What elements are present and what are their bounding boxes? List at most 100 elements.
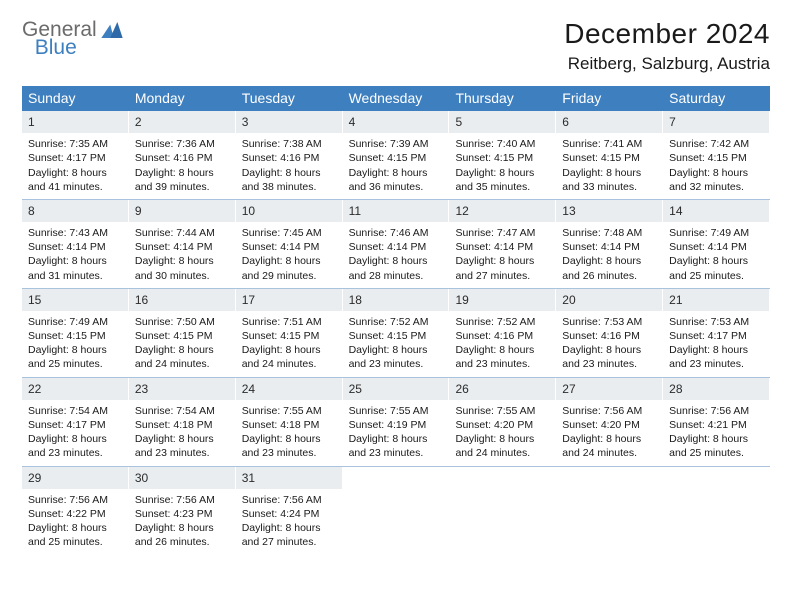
- day-number: 14: [663, 200, 769, 222]
- dow-header-cell: Monday: [129, 86, 236, 111]
- day-number: 13: [556, 200, 662, 222]
- sunset-line: Sunset: 4:16 PM: [135, 151, 229, 165]
- day-cell: 10Sunrise: 7:45 AMSunset: 4:14 PMDayligh…: [236, 200, 343, 288]
- day-body: Sunrise: 7:56 AMSunset: 4:21 PMDaylight:…: [663, 400, 769, 461]
- sunrise-line: Sunrise: 7:47 AM: [455, 226, 549, 240]
- sunset-line: Sunset: 4:15 PM: [349, 329, 443, 343]
- sunrise-line: Sunrise: 7:49 AM: [28, 315, 122, 329]
- dow-header-cell: Sunday: [22, 86, 129, 111]
- calendar-grid: SundayMondayTuesdayWednesdayThursdayFrid…: [22, 86, 770, 554]
- day-number: 7: [663, 111, 769, 133]
- dow-header-cell: Thursday: [449, 86, 556, 111]
- day-body: Sunrise: 7:54 AMSunset: 4:17 PMDaylight:…: [22, 400, 128, 461]
- daylight-line: Daylight: 8 hours and 23 minutes.: [349, 432, 443, 460]
- brand-text-2: Blue: [35, 36, 77, 60]
- day-number: 12: [449, 200, 555, 222]
- day-body: Sunrise: 7:38 AMSunset: 4:16 PMDaylight:…: [236, 133, 342, 194]
- sunrise-line: Sunrise: 7:52 AM: [349, 315, 443, 329]
- sunset-line: Sunset: 4:15 PM: [242, 329, 336, 343]
- sunset-line: Sunset: 4:15 PM: [349, 151, 443, 165]
- day-body: Sunrise: 7:55 AMSunset: 4:18 PMDaylight:…: [236, 400, 342, 461]
- sunset-line: Sunset: 4:15 PM: [135, 329, 229, 343]
- day-number: 31: [236, 467, 342, 489]
- day-cell: 17Sunrise: 7:51 AMSunset: 4:15 PMDayligh…: [236, 289, 343, 377]
- day-number: 19: [449, 289, 555, 311]
- sunset-line: Sunset: 4:19 PM: [349, 418, 443, 432]
- day-body: Sunrise: 7:40 AMSunset: 4:15 PMDaylight:…: [449, 133, 555, 194]
- day-number: 24: [236, 378, 342, 400]
- daylight-line: Daylight: 8 hours and 31 minutes.: [28, 254, 122, 282]
- day-number: 5: [449, 111, 555, 133]
- day-cell: 21Sunrise: 7:53 AMSunset: 4:17 PMDayligh…: [663, 289, 770, 377]
- day-number: 17: [236, 289, 342, 311]
- day-body: Sunrise: 7:46 AMSunset: 4:14 PMDaylight:…: [343, 222, 449, 283]
- sunset-line: Sunset: 4:21 PM: [669, 418, 763, 432]
- daylight-line: Daylight: 8 hours and 24 minutes.: [562, 432, 656, 460]
- sunrise-line: Sunrise: 7:39 AM: [349, 137, 443, 151]
- sunset-line: Sunset: 4:14 PM: [562, 240, 656, 254]
- day-body: Sunrise: 7:56 AMSunset: 4:23 PMDaylight:…: [129, 489, 235, 550]
- day-number: 20: [556, 289, 662, 311]
- day-cell: 6Sunrise: 7:41 AMSunset: 4:15 PMDaylight…: [556, 111, 663, 199]
- week-row: 29Sunrise: 7:56 AMSunset: 4:22 PMDayligh…: [22, 467, 770, 555]
- daylight-line: Daylight: 8 hours and 25 minutes.: [28, 521, 122, 549]
- sunrise-line: Sunrise: 7:41 AM: [562, 137, 656, 151]
- sunrise-line: Sunrise: 7:56 AM: [135, 493, 229, 507]
- sunset-line: Sunset: 4:15 PM: [455, 151, 549, 165]
- day-number: 6: [556, 111, 662, 133]
- day-body: Sunrise: 7:47 AMSunset: 4:14 PMDaylight:…: [449, 222, 555, 283]
- daylight-line: Daylight: 8 hours and 23 minutes.: [349, 343, 443, 371]
- day-body: Sunrise: 7:36 AMSunset: 4:16 PMDaylight:…: [129, 133, 235, 194]
- day-body: Sunrise: 7:54 AMSunset: 4:18 PMDaylight:…: [129, 400, 235, 461]
- day-cell: 2Sunrise: 7:36 AMSunset: 4:16 PMDaylight…: [129, 111, 236, 199]
- sunrise-line: Sunrise: 7:50 AM: [135, 315, 229, 329]
- daylight-line: Daylight: 8 hours and 26 minutes.: [135, 521, 229, 549]
- sunset-line: Sunset: 4:17 PM: [28, 151, 122, 165]
- daylight-line: Daylight: 8 hours and 39 minutes.: [135, 166, 229, 194]
- sunrise-line: Sunrise: 7:49 AM: [669, 226, 763, 240]
- sunset-line: Sunset: 4:22 PM: [28, 507, 122, 521]
- sunrise-line: Sunrise: 7:35 AM: [28, 137, 122, 151]
- sunset-line: Sunset: 4:14 PM: [349, 240, 443, 254]
- daylight-line: Daylight: 8 hours and 23 minutes.: [242, 432, 336, 460]
- day-number: 28: [663, 378, 769, 400]
- sunrise-line: Sunrise: 7:44 AM: [135, 226, 229, 240]
- daylight-line: Daylight: 8 hours and 26 minutes.: [562, 254, 656, 282]
- daylight-line: Daylight: 8 hours and 36 minutes.: [349, 166, 443, 194]
- sunrise-line: Sunrise: 7:56 AM: [242, 493, 336, 507]
- page-title: December 2024: [564, 18, 770, 50]
- day-number: 4: [343, 111, 449, 133]
- day-cell: 22Sunrise: 7:54 AMSunset: 4:17 PMDayligh…: [22, 378, 129, 466]
- sunset-line: Sunset: 4:17 PM: [669, 329, 763, 343]
- sunrise-line: Sunrise: 7:55 AM: [349, 404, 443, 418]
- dow-header-cell: Wednesday: [343, 86, 450, 111]
- day-number: 9: [129, 200, 235, 222]
- sunset-line: Sunset: 4:14 PM: [669, 240, 763, 254]
- day-number: 15: [22, 289, 128, 311]
- day-cell: 30Sunrise: 7:56 AMSunset: 4:23 PMDayligh…: [129, 467, 236, 555]
- day-body: Sunrise: 7:48 AMSunset: 4:14 PMDaylight:…: [556, 222, 662, 283]
- sunset-line: Sunset: 4:14 PM: [135, 240, 229, 254]
- day-body: Sunrise: 7:50 AMSunset: 4:15 PMDaylight:…: [129, 311, 235, 372]
- day-number: 26: [449, 378, 555, 400]
- sunrise-line: Sunrise: 7:52 AM: [455, 315, 549, 329]
- day-cell: 23Sunrise: 7:54 AMSunset: 4:18 PMDayligh…: [129, 378, 236, 466]
- day-cell: 16Sunrise: 7:50 AMSunset: 4:15 PMDayligh…: [129, 289, 236, 377]
- day-body: Sunrise: 7:56 AMSunset: 4:24 PMDaylight:…: [236, 489, 342, 550]
- day-number: 3: [236, 111, 342, 133]
- week-row: 22Sunrise: 7:54 AMSunset: 4:17 PMDayligh…: [22, 378, 770, 467]
- day-cell: 8Sunrise: 7:43 AMSunset: 4:14 PMDaylight…: [22, 200, 129, 288]
- daylight-line: Daylight: 8 hours and 30 minutes.: [135, 254, 229, 282]
- day-body: Sunrise: 7:42 AMSunset: 4:15 PMDaylight:…: [663, 133, 769, 194]
- sunset-line: Sunset: 4:16 PM: [455, 329, 549, 343]
- day-body: Sunrise: 7:55 AMSunset: 4:20 PMDaylight:…: [449, 400, 555, 461]
- day-cell: 28Sunrise: 7:56 AMSunset: 4:21 PMDayligh…: [663, 378, 770, 466]
- day-cell: 13Sunrise: 7:48 AMSunset: 4:14 PMDayligh…: [556, 200, 663, 288]
- sunrise-line: Sunrise: 7:56 AM: [28, 493, 122, 507]
- brand-logo: General Blue: [22, 18, 169, 42]
- day-number: 23: [129, 378, 235, 400]
- day-cell: 25Sunrise: 7:55 AMSunset: 4:19 PMDayligh…: [343, 378, 450, 466]
- day-body: Sunrise: 7:49 AMSunset: 4:15 PMDaylight:…: [22, 311, 128, 372]
- sunrise-line: Sunrise: 7:45 AM: [242, 226, 336, 240]
- sunset-line: Sunset: 4:15 PM: [28, 329, 122, 343]
